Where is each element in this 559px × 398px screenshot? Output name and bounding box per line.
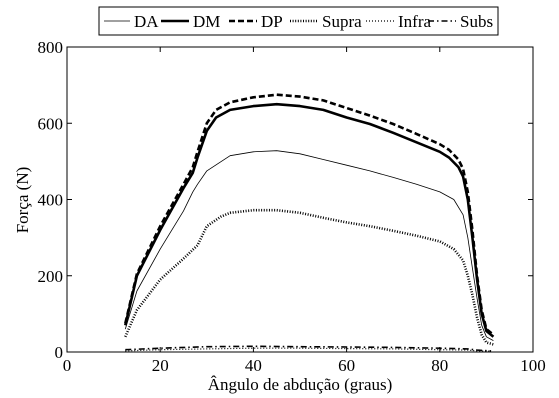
x-axis-label: Ângulo de abdução (graus) <box>208 375 393 394</box>
y-tick-label: 400 <box>38 191 64 210</box>
legend-label-infra: Infra <box>398 12 431 31</box>
x-tick-label: 20 <box>152 356 169 375</box>
y-tick-label: 600 <box>38 114 64 133</box>
ticks-layer: 0 20 40 60 80 100 0 200 400 600 800 <box>38 38 546 375</box>
series-line-da <box>124 150 494 341</box>
x-tick-label: 80 <box>431 356 448 375</box>
y-tick-label: 800 <box>38 38 64 57</box>
x-tick-label: 100 <box>520 356 546 375</box>
x-tick-label: 40 <box>245 356 262 375</box>
y-tick-label: 200 <box>38 267 64 286</box>
legend-label-da: DA <box>134 12 159 31</box>
plot-area <box>66 46 534 353</box>
x-tick-label: 60 <box>338 356 355 375</box>
y-axis-label: Força (N) <box>13 167 32 234</box>
legend-label-supra: Supra <box>322 12 362 31</box>
series-line-infra <box>125 347 492 352</box>
series-line-dp <box>124 93 495 336</box>
legend: DA DM DP Supra Infra Subs <box>104 12 493 31</box>
legend-label-subs: Subs <box>460 12 493 31</box>
legend-label-dm: DM <box>193 12 220 31</box>
legend-label-dp: DP <box>261 12 283 31</box>
x-tick-label: 0 <box>63 356 72 375</box>
series-line-supra <box>124 208 494 346</box>
y-tick-label: 0 <box>55 343 64 362</box>
